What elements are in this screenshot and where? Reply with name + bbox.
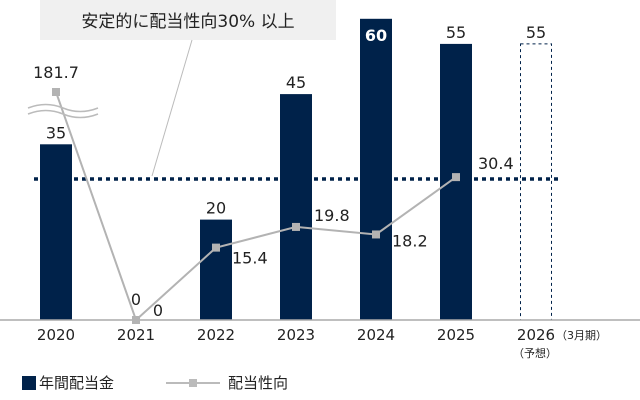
line-point-2021 [132, 316, 140, 324]
annotation-leader [151, 39, 193, 177]
legend-label-bar: 年間配当金 [39, 374, 115, 392]
line-label-2023: 19.8 [314, 206, 350, 225]
bar-label-2021: 0 [131, 290, 141, 309]
legend-swatch-line [166, 378, 221, 387]
bar-label-2025: 55 [446, 23, 466, 42]
bar-2022 [200, 219, 232, 320]
bar-label-2023: 45 [286, 73, 306, 92]
x-tick-2024: 2024 [357, 326, 395, 344]
x-tick-2025: 2025 [437, 326, 475, 344]
bar-label-2026: 55 [526, 23, 546, 42]
line-label-2022: 15.4 [232, 249, 268, 268]
x-note-fiscal: （3月期） [556, 329, 607, 342]
bar-forecast-2026 [520, 43, 552, 321]
bar-2023 [280, 94, 312, 320]
annotation-text: 安定的に配当性向30% 以上 [81, 12, 294, 32]
x-tick-2021: 2021 [117, 326, 155, 344]
line-point-2025 [452, 173, 460, 182]
x-note-forecast: （予想） [513, 346, 557, 360]
bar-label-2020: 35 [46, 123, 66, 142]
line-point-2020 [52, 88, 60, 96]
line-point-2022 [212, 243, 220, 252]
line-point-2024 [372, 230, 380, 239]
bar-label-2022: 20 [206, 199, 226, 218]
x-tick-2026: 2026 [517, 326, 555, 344]
bar-2025 [440, 43, 472, 321]
x-tick-2022: 2022 [197, 326, 235, 344]
line-label-2020: 181.7 [33, 63, 79, 82]
bar-2024 [360, 18, 392, 321]
bar-label-2024: 60 [365, 26, 387, 45]
annotation-box [40, 0, 336, 40]
x-tick-2023: 2023 [277, 326, 315, 344]
legend-swatch-bar [22, 375, 36, 390]
line-series [55, 91, 457, 322]
legend: 年間配当金 配当性向 [22, 372, 288, 393]
line-label-2021: 0 [153, 301, 163, 320]
legend-label-line: 配当性向 [228, 374, 289, 392]
axis-break-mark [27, 103, 99, 119]
bar-2020 [40, 144, 72, 320]
x-tick-2020: 2020 [37, 326, 75, 344]
line-point-2023 [292, 222, 300, 231]
line-label-2024: 18.2 [392, 231, 428, 250]
line-label-2025: 30.4 [478, 154, 514, 173]
